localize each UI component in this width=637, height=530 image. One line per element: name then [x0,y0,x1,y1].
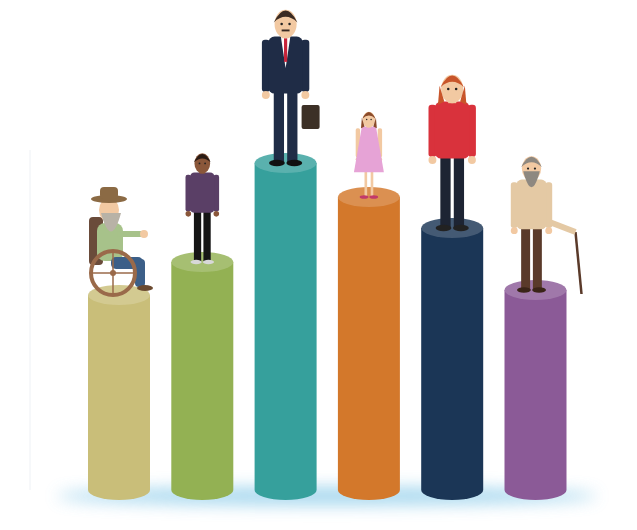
hand [186,211,192,217]
tie [284,38,287,62]
hand [511,227,518,234]
girl [354,112,384,199]
hair [274,11,298,23]
bar [505,290,567,500]
hair [438,86,444,105]
shoe [517,287,531,293]
leg [533,225,542,290]
bar-top [421,218,483,238]
eye [288,23,291,26]
leg [274,89,284,163]
shoe [436,225,452,231]
hair [460,86,466,105]
mustache [282,29,290,31]
eye [447,88,450,91]
head [194,153,210,173]
spoke [91,272,135,274]
hand [214,211,220,217]
eye [204,163,206,165]
hand [262,91,270,99]
shoe [203,260,214,264]
y-axis-line [30,150,31,490]
hair [521,157,542,167]
leg [440,154,450,228]
briefcase [302,105,320,129]
hair [440,76,464,88]
eye [455,88,458,91]
bar [88,295,150,500]
arm [117,231,143,237]
beard [101,213,121,232]
hair [194,154,211,162]
shirt-front [281,37,290,69]
bar [171,262,233,500]
torso [435,102,470,159]
eye [199,163,201,165]
figures [89,10,582,295]
leg [194,209,201,262]
torso [190,172,215,212]
hand [429,156,437,164]
plot-area [88,153,567,500]
hair [373,118,377,129]
eye [527,167,529,169]
leg [203,209,210,262]
leg [521,225,530,290]
shoe [286,160,302,166]
shoe [191,260,202,264]
hat-crown [100,187,118,199]
shoe [532,287,546,293]
shoe [137,285,153,291]
head [441,75,463,103]
businessman [262,10,320,166]
eye [280,23,283,26]
hair [361,118,365,129]
hair [362,112,375,119]
hand [301,91,309,99]
bar-top [255,153,317,173]
leg [365,171,368,197]
bar-top [338,187,400,207]
shoe [453,225,469,231]
head [363,112,375,128]
shoe [269,160,285,166]
bar [421,228,483,500]
young-man [186,153,220,264]
chart-svg [0,0,637,530]
cane [576,232,582,294]
head [275,10,297,38]
woman [429,75,476,231]
leg [287,89,297,163]
hand [140,230,148,238]
beard [523,171,540,187]
bar [338,197,400,500]
eye [366,119,367,120]
shoe [360,195,369,199]
torso [268,37,303,94]
bar-top [171,252,233,272]
shoe [369,195,378,199]
bar [255,163,317,500]
hand [468,156,476,164]
wheel [91,251,135,295]
leg [454,154,464,228]
chart-root [0,0,637,530]
leg [371,171,374,197]
eye [534,167,536,169]
old-man [511,156,582,294]
hand [545,227,552,234]
wheelchair-person [89,187,153,295]
dress [354,127,384,173]
arm [550,222,576,232]
eye [370,119,371,120]
